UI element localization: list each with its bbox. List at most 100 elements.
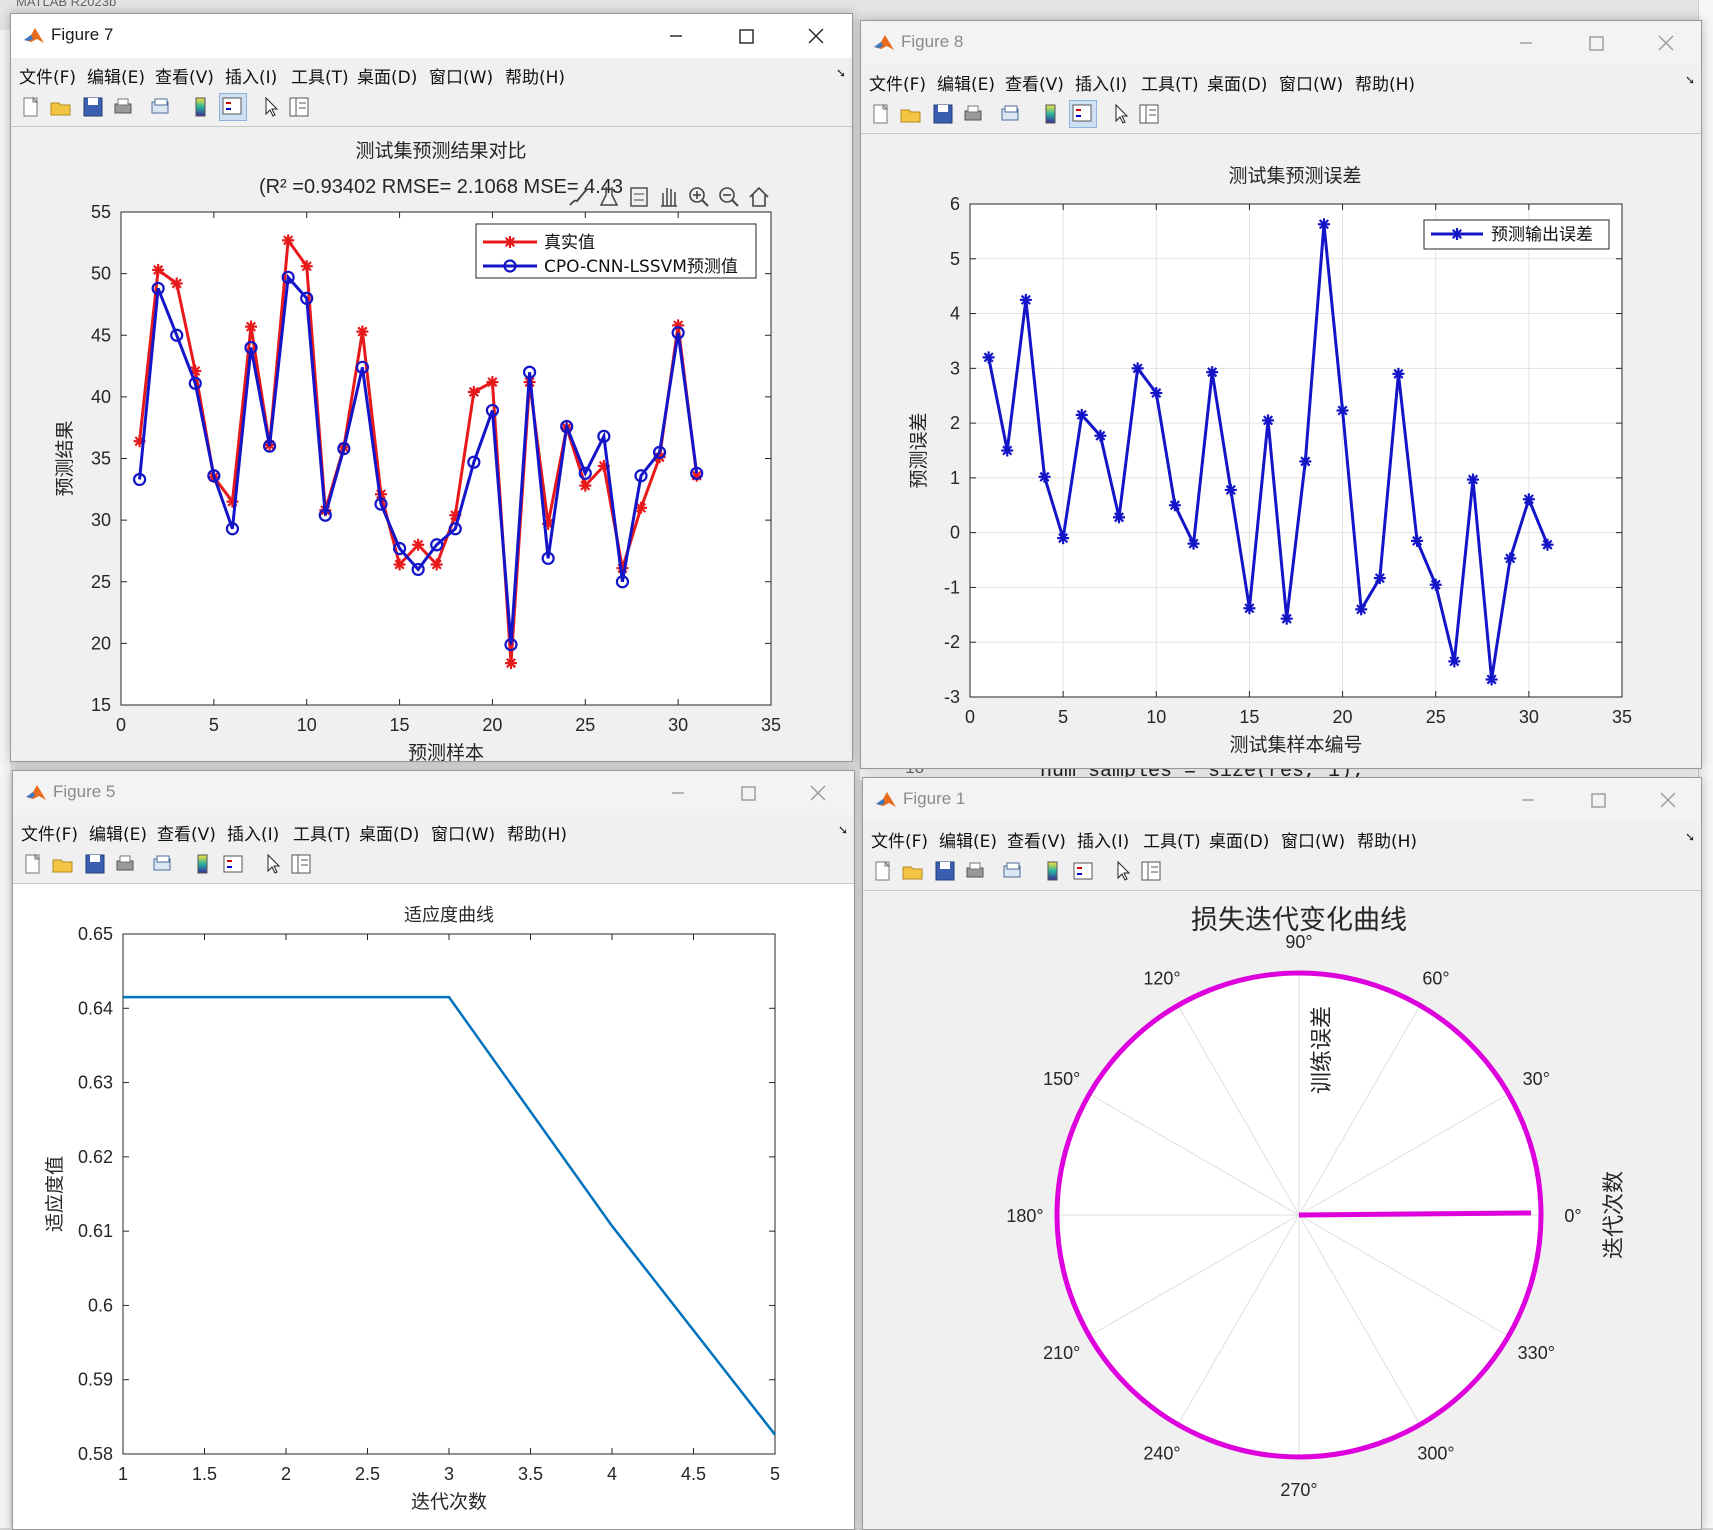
chart-figure-5[interactable]: 适应度曲线 1 1.5 2 2.5 3 3.5 4 4.5 5 0.58 0.59 0.6 0.61 0.6… (13, 884, 854, 1529)
pan-icon[interactable] (657, 185, 681, 209)
menu-desktop[interactable]: 桌面(D) (357, 68, 418, 88)
brush-icon[interactable] (567, 185, 591, 209)
menu-desktop[interactable]: 桌面(D) (359, 825, 420, 845)
link-figure-icon[interactable] (1001, 859, 1025, 883)
menu-insert[interactable]: 插入(I) (225, 68, 278, 88)
menu-help[interactable]: 帮助(H) (505, 68, 566, 88)
property-inspector-icon[interactable] (287, 95, 311, 119)
menu-help[interactable]: 帮助(H) (1357, 832, 1418, 852)
menu-insert[interactable]: 插入(I) (1075, 75, 1128, 95)
dock-icon[interactable]: ➘ (837, 823, 848, 837)
menu-desktop[interactable]: 桌面(D) (1207, 75, 1268, 95)
pointer-icon[interactable] (1111, 859, 1135, 883)
title-bar[interactable]: Figure 5 (13, 771, 854, 815)
chart-figure-7[interactable]: 测试集预测结果对比 (R² =0.93402 RMSE= 2.1068 MSE= … (11, 127, 852, 761)
figure-7-window[interactable]: Figure 7 文件(F) 编辑(E) 查看(V) 插入(I) 工具(T) 桌面(D) 窗… (10, 13, 853, 762)
new-figure-icon[interactable] (871, 859, 895, 883)
menu-edit[interactable]: 编辑(E) (937, 75, 996, 95)
plot-area[interactable]: 适应度曲线 1 1.5 2 2.5 3 3.5 4 4.5 5 0.58 0.59 0.6 0.61 0.6… (13, 884, 854, 1529)
datatip-icon[interactable] (597, 185, 621, 209)
print-icon[interactable] (113, 852, 137, 876)
figure-8-window[interactable]: Figure 8 文件(F) 编辑(E) 查看(V) 插入(I) 工具(T) 桌面(D) 窗… (860, 20, 1702, 769)
menu-view[interactable]: 查看(V) (155, 68, 214, 88)
new-figure-icon[interactable] (21, 852, 45, 876)
maximize-icon[interactable] (1583, 786, 1613, 814)
title-bar[interactable]: Figure 1 (863, 778, 1701, 822)
dock-icon[interactable]: ➘ (1684, 830, 1695, 844)
menu-help[interactable]: 帮助(H) (1355, 75, 1416, 95)
chart-figure-8[interactable]: 测试集预测误差 0 5 10 15 20 25 30 35 -3 -2 -1 0 1 2 3 4 5 6 测试集样本编… (861, 134, 1701, 768)
maximize-icon[interactable] (733, 779, 763, 807)
title-bar[interactable]: Figure 8 (861, 21, 1701, 65)
zoom-out-icon[interactable] (717, 185, 741, 209)
chart-figure-1[interactable]: 损失迭代变化曲线 0° 30° 60° 90° 120° 150° 180° 210° 240° 2… (863, 891, 1701, 1529)
colorbar-icon[interactable] (1041, 859, 1065, 883)
plot-area[interactable]: 损失迭代变化曲线 0° 30° 60° 90° 120° 150° 180° 210° 240° 2… (863, 891, 1701, 1529)
close-icon[interactable] (1653, 786, 1683, 814)
print-icon[interactable] (961, 102, 985, 126)
colorbar-icon[interactable] (1039, 102, 1063, 126)
print-icon[interactable] (111, 95, 135, 119)
menu-tools[interactable]: 工具(T) (1143, 832, 1201, 852)
menu-tools[interactable]: 工具(T) (1141, 75, 1199, 95)
open-file-icon[interactable] (901, 859, 925, 883)
maximize-icon[interactable] (1581, 29, 1611, 57)
menu-edit[interactable]: 编辑(E) (939, 832, 998, 852)
minimize-icon[interactable] (1511, 29, 1541, 57)
new-figure-icon[interactable] (19, 95, 43, 119)
dock-icon[interactable]: ➘ (1684, 73, 1695, 87)
save-icon[interactable] (931, 102, 955, 126)
minimize-icon[interactable] (1513, 786, 1543, 814)
menu-view[interactable]: 查看(V) (1005, 75, 1064, 95)
menu-insert[interactable]: 插入(I) (1077, 832, 1130, 852)
print-icon[interactable] (963, 859, 987, 883)
pointer-icon[interactable] (261, 852, 285, 876)
menu-edit[interactable]: 编辑(E) (87, 68, 146, 88)
title-bar[interactable]: Figure 7 (11, 14, 852, 58)
menu-tools[interactable]: 工具(T) (291, 68, 349, 88)
zoom-in-icon[interactable] (687, 185, 711, 209)
legend-icon[interactable] (627, 185, 651, 209)
colorbar-icon[interactable] (189, 95, 213, 119)
menu-window[interactable]: 窗口(W) (429, 68, 494, 88)
legend-toggle-icon[interactable] (219, 93, 247, 121)
pointer-icon[interactable] (259, 95, 283, 119)
property-inspector-icon[interactable] (1137, 102, 1161, 126)
menu-file[interactable]: 文件(F) (19, 68, 77, 88)
legend-toggle-icon[interactable] (1071, 859, 1095, 883)
pointer-icon[interactable] (1109, 102, 1133, 126)
menu-help[interactable]: 帮助(H) (507, 825, 568, 845)
menu-desktop[interactable]: 桌面(D) (1209, 832, 1270, 852)
save-icon[interactable] (933, 859, 957, 883)
maximize-icon[interactable] (731, 22, 761, 50)
property-inspector-icon[interactable] (1139, 859, 1163, 883)
dock-icon[interactable]: ➘ (835, 66, 846, 80)
open-file-icon[interactable] (51, 852, 75, 876)
save-icon[interactable] (83, 852, 107, 876)
figure-5-window[interactable]: Figure 5 文件(F) 编辑(E) 查看(V) 插入(I) 工具(T) 桌面(D) 窗… (12, 770, 855, 1530)
menu-file[interactable]: 文件(F) (869, 75, 927, 95)
menu-insert[interactable]: 插入(I) (227, 825, 280, 845)
figure-1-window[interactable]: Figure 1 文件(F) 编辑(E) 查看(V) 插入(I) 工具(T) 桌面(D) 窗… (862, 777, 1702, 1530)
menu-window[interactable]: 窗口(W) (431, 825, 496, 845)
open-file-icon[interactable] (899, 102, 923, 126)
link-figure-icon[interactable] (151, 852, 175, 876)
menu-tools[interactable]: 工具(T) (293, 825, 351, 845)
close-icon[interactable] (803, 779, 833, 807)
menu-file[interactable]: 文件(F) (21, 825, 79, 845)
link-figure-icon[interactable] (149, 95, 173, 119)
minimize-icon[interactable] (661, 22, 691, 50)
menu-file[interactable]: 文件(F) (871, 832, 929, 852)
plot-area[interactable]: 测试集预测误差 0 5 10 15 20 25 30 35 -3 -2 -1 0 1 2 3 4 5 6 测试集样本编… (861, 134, 1701, 768)
menu-edit[interactable]: 编辑(E) (89, 825, 148, 845)
home-icon[interactable] (747, 185, 771, 209)
close-icon[interactable] (1651, 29, 1681, 57)
legend-toggle-icon[interactable] (1069, 100, 1097, 128)
menu-window[interactable]: 窗口(W) (1279, 75, 1344, 95)
legend-toggle-icon[interactable] (221, 852, 245, 876)
new-figure-icon[interactable] (869, 102, 893, 126)
colorbar-icon[interactable] (191, 852, 215, 876)
link-figure-icon[interactable] (999, 102, 1023, 126)
close-icon[interactable] (801, 22, 831, 50)
open-file-icon[interactable] (49, 95, 73, 119)
